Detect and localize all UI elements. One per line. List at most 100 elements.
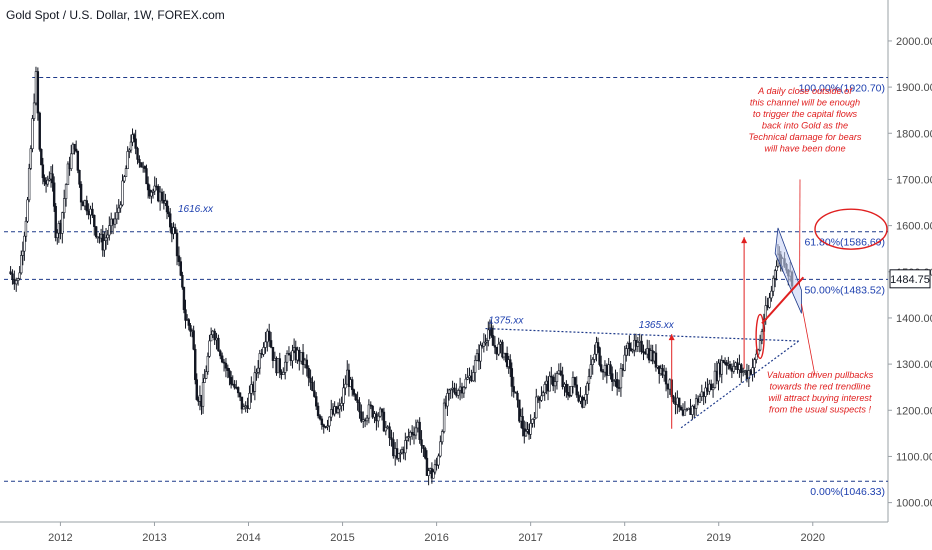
candle-body — [322, 424, 325, 427]
candle-body — [153, 185, 156, 192]
candle-body — [326, 425, 329, 428]
candle-body — [573, 377, 577, 386]
candle-body — [535, 396, 538, 419]
candle-body — [392, 439, 395, 457]
candle-body — [559, 370, 562, 376]
candle-body — [441, 431, 444, 443]
candle-body — [497, 343, 500, 355]
candle-body — [579, 396, 582, 402]
candle-body — [755, 353, 758, 360]
candle-body — [157, 185, 160, 202]
candle-body — [81, 201, 85, 207]
candle-body — [217, 337, 220, 352]
candle-body — [18, 272, 21, 279]
candle-body — [460, 386, 464, 394]
red-trendline — [761, 276, 805, 325]
candle-body — [136, 148, 139, 160]
candle-body — [328, 416, 331, 427]
candle-body — [20, 255, 23, 274]
price-note: 1365.xx — [639, 320, 675, 331]
candle-body — [468, 375, 471, 378]
candle-body — [83, 200, 87, 207]
candle-body — [246, 405, 249, 409]
candle-body — [612, 380, 616, 382]
candle-body — [48, 178, 51, 181]
candle-body — [244, 405, 247, 408]
candle-body — [140, 162, 143, 168]
candle-body — [704, 387, 707, 397]
candle-body — [518, 399, 521, 422]
candle-body — [213, 330, 216, 341]
annotation-text-top: will have been done — [764, 144, 845, 154]
candle-body — [64, 184, 68, 199]
annotation-text-top: Technical damage for bears — [748, 132, 861, 142]
candle-body — [722, 360, 725, 363]
candle-body — [747, 370, 751, 380]
candle-body — [646, 348, 649, 355]
candle-body — [21, 250, 25, 256]
candle-body — [160, 191, 164, 201]
candle-body — [634, 340, 638, 347]
candle-body — [629, 348, 633, 351]
candle-body — [479, 344, 482, 362]
y-tick-label: 2000.00 — [896, 36, 932, 48]
candle-body — [215, 337, 218, 341]
candle-body — [668, 379, 672, 390]
candle-body — [694, 398, 698, 409]
candle-body — [591, 359, 594, 366]
candle-body — [242, 406, 246, 410]
candle-body — [29, 148, 33, 169]
candle-body — [89, 208, 92, 216]
candle-body — [256, 367, 260, 373]
candle-body — [435, 464, 438, 466]
candle-body — [255, 372, 258, 374]
candle-body — [533, 417, 536, 420]
candle-body — [138, 159, 141, 163]
candle-body — [301, 352, 305, 366]
annotation-text-top: this channel will be enough — [750, 98, 860, 108]
candle-body — [352, 389, 356, 395]
candle-body — [770, 290, 773, 299]
candle-body — [31, 118, 34, 149]
candle-body — [453, 387, 456, 393]
candle-body — [150, 191, 153, 197]
breakout-ellipse — [755, 313, 765, 360]
candle-body — [741, 371, 745, 373]
candle-body — [773, 270, 777, 279]
x-tick-label: 2015 — [330, 532, 354, 544]
candle-body — [382, 411, 386, 432]
candle-body — [516, 392, 519, 401]
candle-body — [195, 379, 198, 400]
candle-body — [250, 384, 253, 394]
candle-body — [758, 340, 762, 351]
candle-body — [749, 370, 752, 375]
candle-body — [509, 359, 512, 369]
candle-body — [283, 361, 287, 373]
candle-body — [487, 329, 490, 341]
candle-body — [541, 392, 545, 397]
candle-body — [113, 218, 117, 225]
candle-body — [631, 349, 634, 352]
candle-body — [407, 436, 410, 439]
candle-body — [40, 149, 43, 166]
candle-body — [110, 218, 113, 227]
candle-body — [386, 426, 389, 429]
last-price-label: 1484.75 — [890, 274, 930, 286]
candle-body — [94, 226, 98, 238]
annotation-text-top: back into Gold as the — [762, 121, 848, 131]
y-tick-label: 1300.00 — [896, 359, 932, 371]
annotation-text-bottom: Valuation driven pullbacks — [767, 370, 874, 380]
candle-body — [134, 138, 137, 149]
candle-body — [360, 411, 363, 422]
candle-body — [601, 370, 605, 373]
candle-body — [73, 143, 76, 150]
candle-body — [672, 396, 675, 403]
candle-body — [552, 376, 555, 387]
candles-group — [9, 66, 794, 486]
candle-body — [34, 71, 38, 104]
candle-body — [280, 371, 283, 376]
candle-body — [455, 392, 458, 396]
candle-body — [689, 407, 692, 415]
candle-body — [240, 396, 244, 410]
